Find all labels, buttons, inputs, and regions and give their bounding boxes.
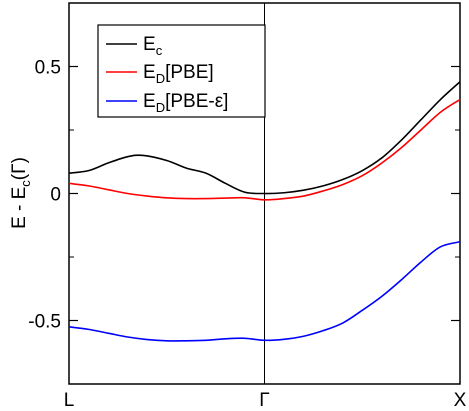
legend: Ec ED[PBE] ED[PBE-ε] bbox=[97, 24, 266, 118]
y-tick-label: -0.5 bbox=[28, 312, 61, 333]
legend-label-ed-pbe: ED[PBE] bbox=[143, 62, 214, 86]
legend-label-ed-pbe-eps: ED[PBE-ε] bbox=[143, 91, 228, 115]
y-tick-label: 0 bbox=[50, 185, 61, 206]
x-tick-label: Γ bbox=[259, 390, 269, 411]
series-line-ed-pbe-eps bbox=[68, 240, 461, 342]
y-axis-label: E - Ec(Γ) bbox=[9, 157, 33, 229]
legend-label-ec: Ec bbox=[143, 34, 163, 58]
x-tick-label: L bbox=[64, 390, 75, 411]
series-line-ed-pbe bbox=[68, 98, 461, 201]
y-tick-label: 0.5 bbox=[35, 58, 61, 79]
series-lines bbox=[68, 81, 461, 342]
series-line-ec bbox=[68, 81, 461, 195]
x-tick-label: X bbox=[454, 390, 467, 411]
axis-ticks: 0.5 0 -0.5 L Γ X bbox=[28, 2, 467, 411]
